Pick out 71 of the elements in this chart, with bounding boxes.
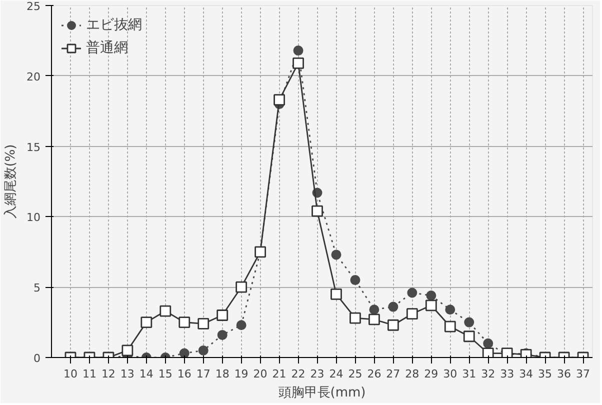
point: [444, 320, 456, 332]
point: [198, 318, 210, 330]
y-tick-label: 15: [26, 140, 41, 154]
y-tick-label: 10: [26, 211, 41, 224]
x-tick-label: 33: [500, 368, 514, 380]
point: [425, 300, 437, 312]
x-tick-label: 25: [348, 368, 362, 380]
x-tick-label: 14: [139, 368, 154, 380]
point: [350, 275, 360, 286]
x-tick-label: 20: [253, 368, 268, 380]
point: [312, 205, 323, 217]
x-tick-label: 29: [424, 368, 438, 380]
x-axis-title: 頭胸甲長(mm): [278, 386, 366, 400]
point: [216, 310, 228, 321]
x-tick-label: 17: [196, 368, 210, 380]
x-tick-label: 31: [462, 368, 476, 380]
point: [368, 314, 380, 326]
point: [407, 288, 418, 298]
y-tick-label: 25: [26, 0, 41, 13]
x-tick-label: 21: [272, 368, 286, 380]
y-tick-label: 5: [34, 282, 40, 295]
point: [387, 319, 399, 331]
x-tick-label: 13: [120, 368, 134, 380]
point: [217, 330, 228, 340]
point: [388, 302, 398, 312]
y-tick-label: 0: [34, 352, 40, 365]
point: [426, 290, 436, 301]
x-tick-label: 35: [538, 368, 552, 380]
x-tick-label: 10: [63, 368, 78, 380]
point: [292, 58, 304, 69]
point: [445, 304, 456, 315]
legend-label: 普通網: [86, 39, 128, 57]
x-tick-label: 23: [310, 368, 324, 380]
point: [274, 94, 285, 106]
point: [463, 330, 475, 342]
x-tick-label: 32: [481, 368, 496, 380]
point: [369, 304, 380, 315]
x-tick-label: 26: [367, 368, 382, 380]
x-tick-label: 16: [177, 368, 192, 380]
point: [330, 288, 342, 300]
legend-label: エビ抜網: [86, 16, 142, 34]
point: [350, 312, 361, 324]
point: [178, 316, 190, 328]
point: [331, 250, 342, 260]
point: [198, 345, 208, 356]
x-tick-label: 19: [234, 368, 248, 380]
point: [482, 348, 494, 358]
x-tick-label: 30: [443, 368, 458, 380]
point: [236, 320, 246, 330]
x-tick-label: 37: [576, 368, 590, 380]
x-tick-label: 34: [519, 368, 534, 380]
point: [236, 281, 248, 293]
point: [140, 316, 152, 328]
x-tick-label: 11: [82, 368, 96, 380]
x-tick-label: 36: [557, 368, 572, 380]
point: [293, 46, 304, 56]
x-tick-label: 22: [291, 368, 306, 380]
point: [464, 317, 474, 328]
point: [122, 344, 134, 356]
x-tick-label: 12: [101, 368, 116, 380]
x-tick-label: 27: [386, 368, 400, 380]
y-axis-title: 入網尾数(%): [4, 144, 19, 219]
point: [406, 308, 418, 320]
x-tick-label: 15: [158, 368, 172, 380]
y-tick-label: 20: [26, 70, 41, 84]
point: [483, 338, 494, 348]
point: [179, 348, 190, 358]
point: [160, 305, 172, 317]
x-tick-label: 24: [329, 368, 344, 380]
x-tick-label: 28: [405, 368, 420, 380]
x-tick-label: 18: [215, 368, 230, 380]
